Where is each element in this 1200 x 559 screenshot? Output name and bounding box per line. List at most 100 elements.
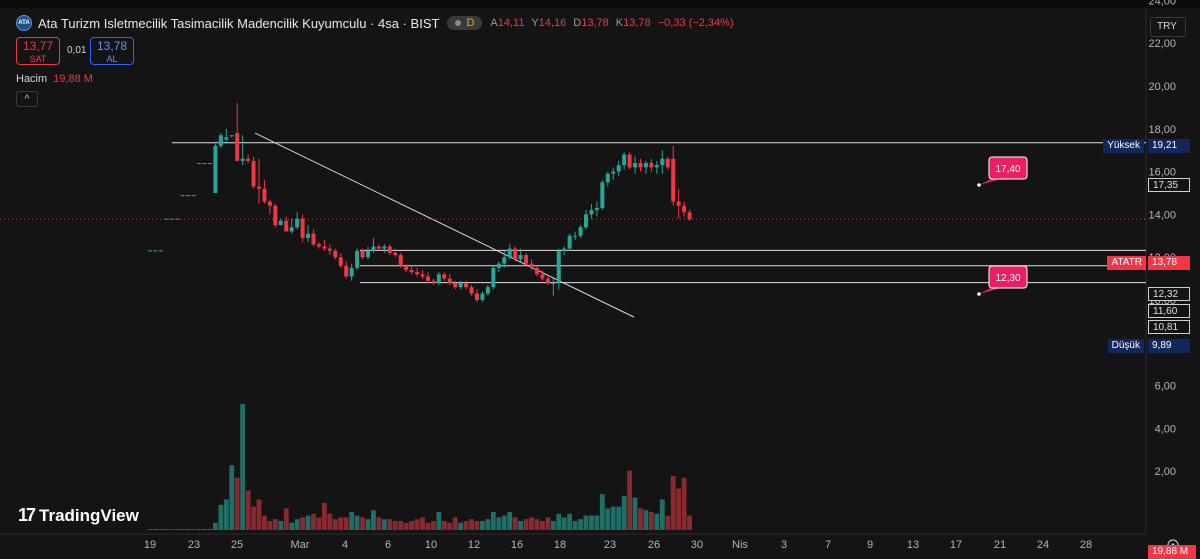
buy-button[interactable]: 13,78 AL <box>90 37 134 65</box>
callout-label: 17,40 <box>995 164 1020 175</box>
volume-bar <box>392 521 398 530</box>
candle-body <box>676 201 681 206</box>
candle-body <box>262 188 267 202</box>
currency-selector[interactable]: TRY <box>1150 17 1186 37</box>
candle-body <box>398 255 403 266</box>
volume-bar <box>322 503 327 530</box>
price-tag-h1735: 17,35 <box>1148 178 1190 192</box>
volume-bar <box>436 512 442 530</box>
candle-body <box>224 137 229 140</box>
buy-price: 13,78 <box>96 39 128 53</box>
candle-body <box>518 255 523 260</box>
volume-bar <box>480 521 485 530</box>
volume-bar <box>567 513 573 530</box>
y-tick-label: 22,00 <box>1148 38 1176 50</box>
candle-body <box>594 207 599 211</box>
ohlc-open: 14,11 <box>497 17 525 29</box>
market-status-badge[interactable]: D <box>447 16 483 30</box>
candle-body <box>355 250 360 268</box>
volume-legend[interactable]: Hacim 19,88 M <box>16 73 93 85</box>
volume-bar <box>556 513 562 530</box>
volume-bar <box>550 521 556 530</box>
company-logo: ATA <box>16 15 32 31</box>
status-dot-icon <box>455 20 462 26</box>
volume-bar <box>621 495 627 530</box>
candle-body <box>671 158 676 202</box>
sell-button[interactable]: 13,77 SAT <box>16 37 60 65</box>
volume-bar <box>605 508 611 530</box>
callout-anchor <box>977 292 981 296</box>
volume-bar <box>251 506 256 530</box>
candle-body <box>682 205 687 213</box>
volume-bar <box>441 521 447 530</box>
candle-body <box>207 163 212 165</box>
candle-body <box>306 233 311 238</box>
volume-bar <box>234 477 240 530</box>
volume-bar <box>469 519 474 530</box>
grid <box>0 8 1147 535</box>
y-tick-label: 18,00 <box>1148 124 1176 136</box>
volume-bar <box>262 515 267 530</box>
candle-body <box>469 287 474 294</box>
volume-bar <box>665 515 671 530</box>
candle-body <box>616 165 621 172</box>
buy-label: AL <box>106 54 118 64</box>
x-tick-label: 6 <box>385 539 391 551</box>
candle-body <box>600 182 605 208</box>
delay-letter: D <box>466 17 475 29</box>
candle-body <box>480 293 485 300</box>
volume-bar <box>420 517 425 530</box>
candle-body <box>360 250 365 258</box>
candle-body <box>349 267 354 277</box>
y-tick-label: 24,00 <box>1148 0 1176 7</box>
candle-body <box>524 255 529 264</box>
candle-body <box>278 220 283 226</box>
candle-body <box>436 274 441 283</box>
price-axis: 24,0022,0020,0018,0016,0014,0012,0010,00… <box>1148 0 1176 478</box>
price-tag-label-low: Düşük <box>1107 339 1144 353</box>
candle-body <box>578 227 583 236</box>
price-tag-h1232: 12,32 <box>1148 287 1190 301</box>
volume-bar <box>583 515 589 530</box>
candles <box>148 103 692 303</box>
volume-bar <box>414 519 420 530</box>
volume-bar <box>278 521 284 530</box>
candle-body <box>153 250 158 252</box>
candle-body <box>622 154 627 166</box>
volume-bar <box>289 522 295 530</box>
candle-body <box>496 263 501 268</box>
candle-body <box>633 163 638 168</box>
volume-bar <box>305 515 311 530</box>
volume-bar <box>632 497 638 530</box>
candle-body <box>420 274 425 277</box>
candle-body <box>246 158 251 161</box>
candle-body <box>273 205 278 226</box>
tradingview-logo[interactable]: 17 TradingView <box>18 505 139 526</box>
price-tag-h1160: 11,60 <box>1148 304 1190 318</box>
collapse-legend-button[interactable]: ^ <box>16 91 38 107</box>
candle-body <box>605 173 610 183</box>
volume-bar <box>431 521 436 530</box>
volume-bars <box>147 404 692 530</box>
x-tick-label: 24 <box>1037 539 1049 551</box>
volume-bar <box>272 519 278 530</box>
x-tick-label: 28 <box>1080 539 1092 551</box>
x-tick-label: 23 <box>604 539 616 551</box>
volume-bar <box>458 522 464 530</box>
candle-body <box>158 250 163 252</box>
volume-bar <box>610 506 616 530</box>
volume-bar <box>387 519 393 530</box>
candle-body <box>257 186 261 189</box>
callout-pointer <box>979 288 1001 294</box>
price-tag-last: 13,78 <box>1148 256 1190 270</box>
symbol-header[interactable]: ATA Ata Turizm Isletmecilik Tasimacilik … <box>16 13 738 33</box>
volume-bar <box>545 517 551 530</box>
candle-body <box>513 248 518 260</box>
symbol-title[interactable]: Ata Turizm Isletmecilik Tasimacilik Made… <box>38 15 440 31</box>
candle-body <box>654 165 659 168</box>
candle-body <box>186 195 191 197</box>
y-tick-label: 4,00 <box>1155 423 1176 435</box>
volume-bar <box>638 508 643 530</box>
volume-bar <box>496 517 502 530</box>
